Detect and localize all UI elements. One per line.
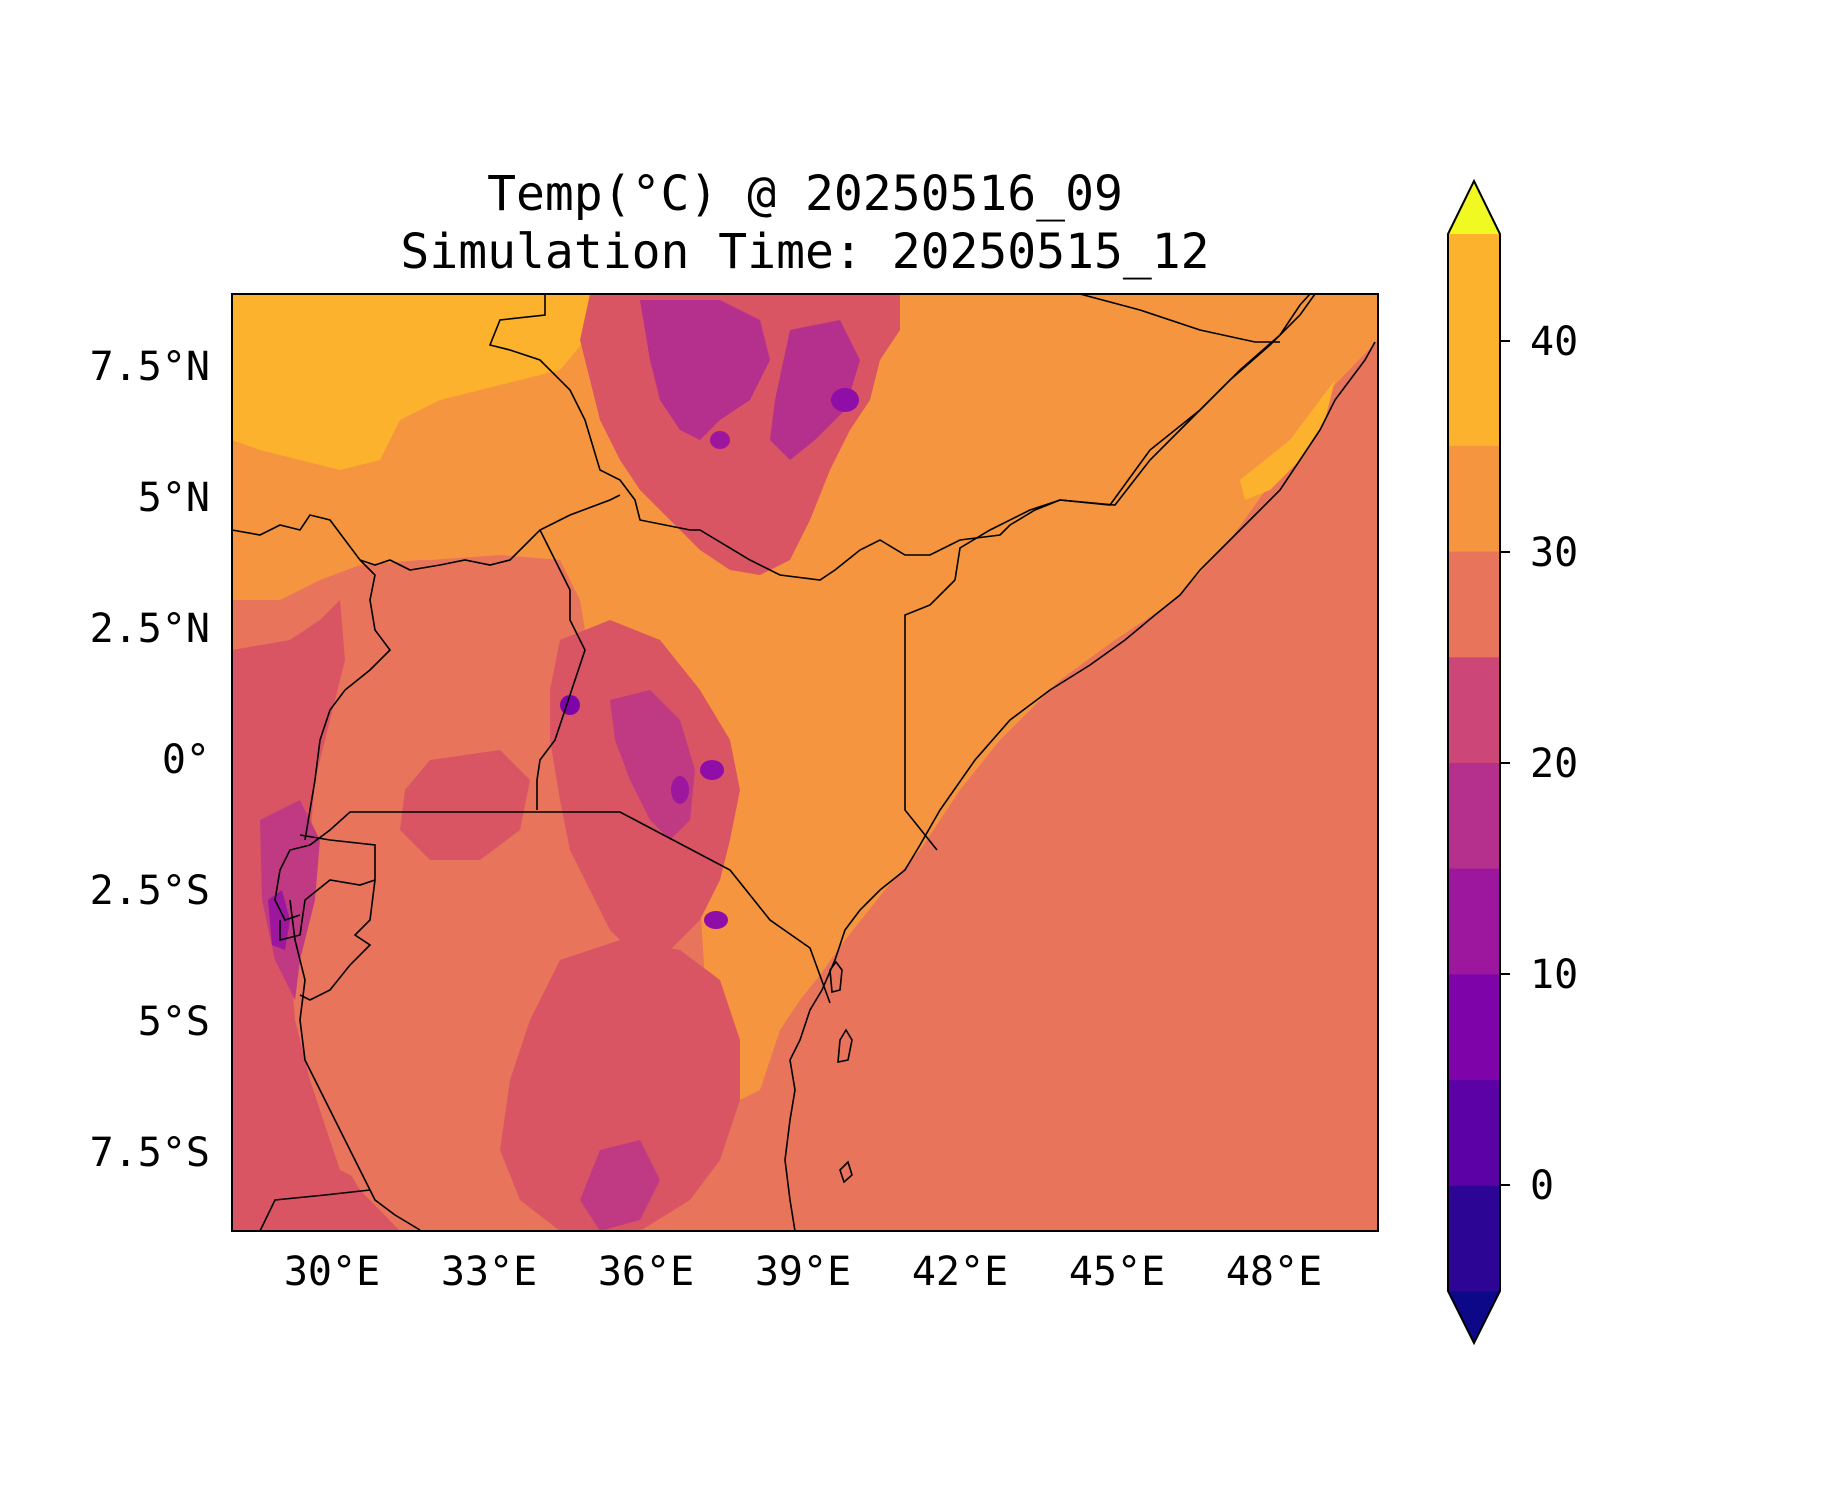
lake-tanganyika-shore (289, 899, 421, 1231)
lake-tanganyika-warm (300, 980, 360, 1180)
rwanda-burundi-border (279, 834, 376, 942)
very-hot-coast-patch (1240, 380, 1335, 500)
mt-elgon-cold-spot (560, 695, 580, 715)
east-africa-coastline (784, 341, 1376, 1232)
colorbar-extend-high (1448, 181, 1500, 234)
colorbar-band (1448, 339, 1500, 446)
figure-title-line2: Simulation Time: 20250515_12 (400, 224, 1209, 280)
somaliland-border (1079, 293, 1280, 343)
kenyan-highlands-cool (610, 690, 695, 840)
ethiopia-cold-spot-2 (710, 431, 730, 449)
burundi-tanzania-border (299, 879, 376, 1001)
colorbar-tick-label: 20 (1530, 741, 1578, 787)
y-tick-label: 2.5°N (90, 606, 210, 652)
x-tick-label: 30°E (284, 1249, 380, 1295)
aberdare-cold-spot (671, 776, 689, 804)
figure-title-line1: Temp(°C) @ 20250516_09 (487, 166, 1123, 222)
x-tick-label: 39°E (755, 1249, 851, 1295)
x-tick-label: 33°E (441, 1249, 537, 1295)
colorbar-tick-label: 10 (1530, 952, 1578, 998)
x-axis-ticks: 30°E 33°E 36°E 39°E 42°E 45°E 48°E (284, 1249, 1322, 1295)
kenya-somalia-border (904, 579, 956, 851)
hot-lowland-region (232, 294, 1378, 1100)
colorbar-band (1448, 234, 1500, 341)
western-rift-highlands (232, 600, 400, 1231)
y-tick-label: 5°N (138, 475, 210, 521)
y-tick-label: 7.5°N (90, 344, 210, 390)
y-tick-label: 5°S (138, 999, 210, 1045)
colorbar-band (1448, 973, 1500, 1081)
central-tanzania-plateau (345, 850, 560, 1090)
tanzania-highlands (500, 940, 740, 1231)
colorbar: 40 30 20 10 0 (1447, 178, 1578, 1346)
colorbar-tick-label: 40 (1530, 319, 1578, 365)
map-frame (231, 293, 1379, 1232)
mount-kenya-cold-spot (700, 760, 724, 780)
pemba-island (829, 960, 843, 994)
colorbar-band (1448, 551, 1500, 658)
colorbar-extend-low (1448, 1291, 1500, 1343)
map-field (232, 294, 1378, 1231)
uganda-region (320, 555, 590, 820)
colorbar-band (1448, 1185, 1500, 1292)
y-tick-label: 7.5°S (90, 1130, 210, 1176)
zanzibar-island (837, 1028, 853, 1063)
ethiopia-cold-spot (831, 388, 859, 412)
sudan-ethiopia-border (488, 293, 1311, 581)
map-panel: 30°E 33°E 36°E 39°E 42°E 45°E 48°E 7.5°N… (90, 293, 1379, 1295)
colorbar-bands (1448, 181, 1500, 1343)
kilimanjaro-cold-spot (704, 911, 728, 929)
colorbar-tick-label: 30 (1530, 530, 1578, 576)
tanzania-uganda-rwanda-border (274, 811, 537, 921)
tanzania-highlands-cool (580, 1140, 660, 1231)
colorbar-band (1448, 762, 1500, 869)
colorbar-tick-label: 0 (1530, 1163, 1554, 1209)
colorbar-band (1448, 656, 1500, 763)
x-tick-label: 36°E (598, 1249, 694, 1295)
colorbar-frame (1447, 178, 1501, 1346)
western-rift-cold-spot (268, 890, 290, 950)
colorbar-band (1448, 445, 1500, 552)
ethiopia-somalia-border (954, 293, 1316, 581)
very-hot-northwest-region (232, 294, 590, 470)
y-axis-ticks: 7.5°N 5°N 2.5°N 0° 2.5°S 5°S 7.5°S (90, 344, 210, 1176)
colorbar-band (1448, 1079, 1500, 1186)
lake-victoria-zone (400, 750, 530, 860)
zambia-tanzania-border (259, 1189, 371, 1232)
x-tick-label: 42°E (912, 1249, 1008, 1295)
y-tick-label: 0° (162, 737, 210, 783)
ethiopia-cool-core-1 (640, 300, 770, 440)
uganda-kenya-border (536, 529, 586, 810)
mafia-island (839, 1160, 853, 1184)
ethiopia-cool-core-2 (770, 320, 860, 460)
colorbar-ticks (1500, 340, 1510, 1186)
x-tick-label: 48°E (1226, 1249, 1322, 1295)
country-borders (231, 293, 1376, 1232)
kenya-tanzania-border (537, 811, 831, 1004)
x-tick-label: 45°E (1069, 1249, 1165, 1295)
colorbar-band (1448, 868, 1500, 975)
y-tick-label: 2.5°S (90, 868, 210, 914)
drc-uganda-border (304, 559, 392, 841)
